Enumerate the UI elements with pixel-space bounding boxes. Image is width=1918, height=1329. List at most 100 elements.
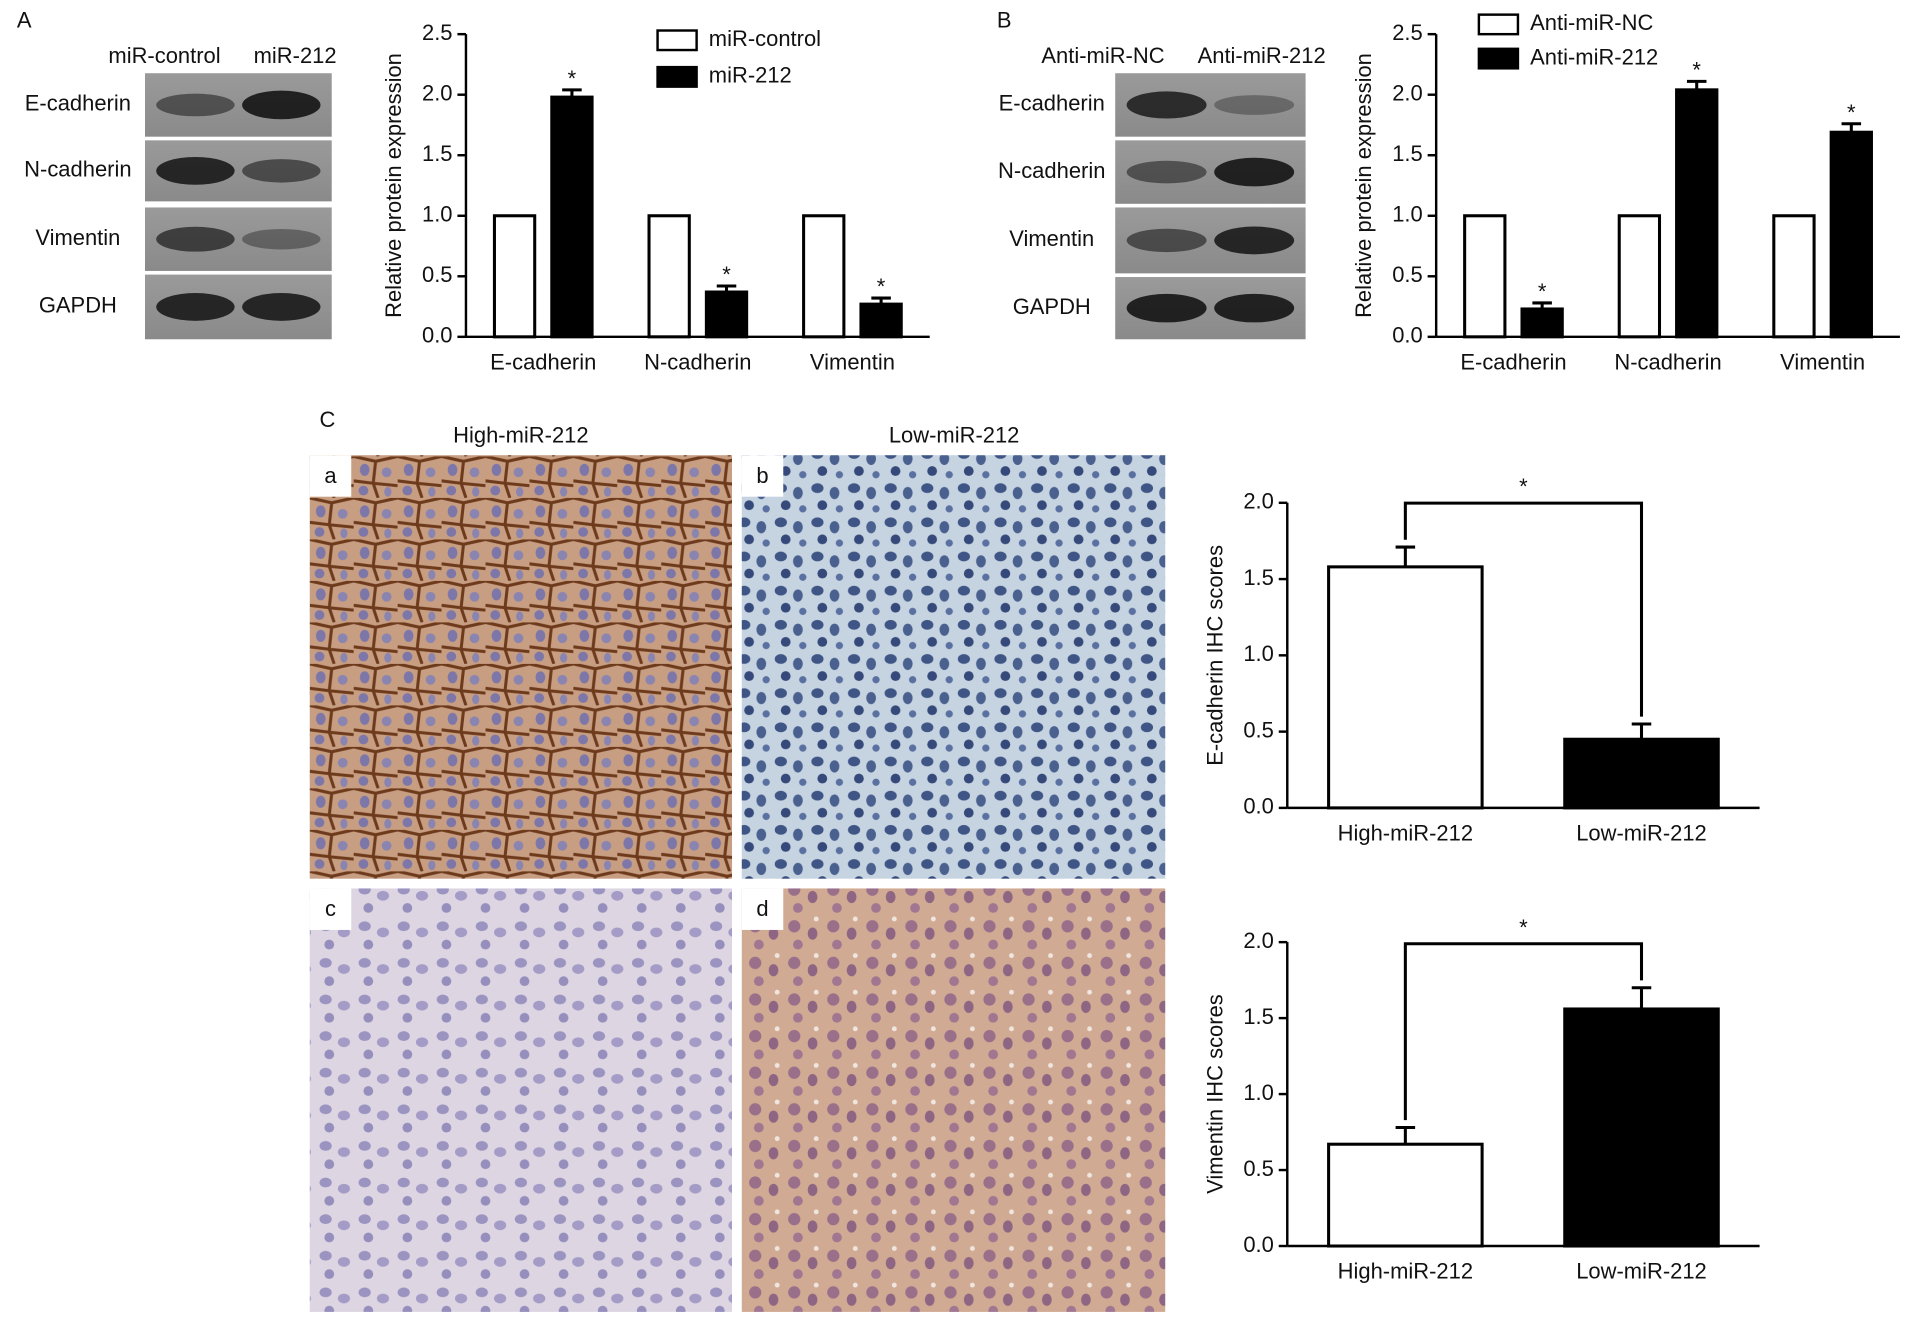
- significance-marker: *: [722, 262, 731, 287]
- error-bar: [1631, 986, 1652, 1009]
- y-axis-label: E-cadherin IHC scores: [1202, 545, 1227, 766]
- significance-bracket: [1403, 501, 1644, 717]
- bar: [1772, 214, 1816, 339]
- significance-marker: *: [1519, 474, 1528, 499]
- blot-band: [242, 293, 321, 321]
- row-label: Vimentin: [35, 225, 120, 250]
- significance-marker: *: [1519, 915, 1528, 940]
- x-tick-label: Low-miR-212: [1576, 1259, 1707, 1284]
- error-bar: [1395, 1125, 1416, 1145]
- bar: [1520, 307, 1564, 339]
- y-axis-label: Relative protein expression: [1351, 53, 1376, 318]
- bar: [1327, 1142, 1484, 1248]
- ihc-image: [741, 888, 1166, 1312]
- error-bar: [871, 296, 891, 305]
- y-tick-label: 1.0: [1243, 1080, 1274, 1105]
- blot-band: [242, 228, 321, 250]
- y-tick-label: 0.5: [422, 262, 453, 287]
- legend-swatch: [656, 65, 698, 88]
- error-bar: [1532, 301, 1552, 309]
- error-bar: [1841, 122, 1862, 133]
- bar: [859, 302, 903, 339]
- x-tick-label: E-cadherin: [490, 349, 596, 374]
- column-label: High-miR-212: [453, 423, 588, 448]
- blot-band: [156, 156, 235, 185]
- blot-band: [1214, 95, 1295, 115]
- y-tick-label: 0.5: [1243, 1156, 1274, 1181]
- ihc-image: [309, 455, 733, 879]
- y-tick-label: 0.5: [1243, 717, 1274, 742]
- legend-swatch: [656, 29, 698, 52]
- bar: [1563, 737, 1720, 810]
- blot-band: [156, 93, 235, 117]
- x-tick-label: N-cadherin: [644, 349, 751, 374]
- image-tag: a: [324, 463, 337, 488]
- row-label: N-cadherin: [24, 157, 131, 182]
- x-tick-label: N-cadherin: [1614, 349, 1721, 374]
- y-tick-label: 1.5: [422, 141, 453, 166]
- legend-label: Anti-miR-NC: [1530, 10, 1653, 35]
- y-tick-label: 2.5: [422, 20, 453, 45]
- error-bar: [1395, 545, 1416, 567]
- bar: [1617, 214, 1662, 339]
- lane-label: Anti-miR-NC: [1041, 43, 1164, 68]
- chart: 0.0 0.5 1.0 1.5 2.0 2.5 Relative protein expre…: [381, 20, 930, 374]
- chart: 0.0 0.5 1.0 1.5 2.0 Vimentin IHC scores High-m…: [1202, 915, 1760, 1284]
- ihc-image: [741, 455, 1166, 879]
- blot-band: [1126, 293, 1207, 323]
- significance-marker: *: [1538, 279, 1547, 304]
- bar: [1563, 1007, 1720, 1248]
- blot-band: [1214, 293, 1295, 323]
- x-tick-label: Vimentin: [1780, 349, 1865, 374]
- bar: [704, 290, 749, 339]
- blot-band: [242, 90, 321, 120]
- bar: [1675, 88, 1719, 339]
- y-axis-label: Vimentin IHC scores: [1202, 994, 1227, 1194]
- y-tick-label: 2.0: [1392, 80, 1423, 105]
- row-label: GAPDH: [39, 293, 117, 318]
- x-tick-label: High-miR-212: [1338, 821, 1473, 846]
- blot-band: [1214, 226, 1295, 255]
- y-tick-label: 0.0: [422, 323, 453, 348]
- blot-band: [242, 159, 321, 183]
- blot-band: [1126, 228, 1207, 253]
- lane-label: miR-212: [254, 43, 337, 68]
- y-tick-label: 2.0: [1243, 489, 1274, 514]
- y-tick-label: 1.5: [1243, 565, 1274, 590]
- panel-label: B: [997, 8, 1012, 33]
- blot-band: [156, 226, 235, 252]
- y-tick-label: 0.0: [1243, 1232, 1274, 1257]
- row-label: E-cadherin: [25, 91, 131, 116]
- row-label: Vimentin: [1009, 226, 1094, 251]
- chart: 0.0 0.5 1.0 1.5 2.0 2.5 Relative protein expre…: [1351, 10, 1900, 374]
- legend-label: miR-212: [709, 63, 792, 88]
- y-tick-label: 1.0: [422, 202, 453, 227]
- image-tag-box: [741, 888, 784, 930]
- blot-band: [156, 293, 235, 321]
- bar: [492, 214, 537, 339]
- chart: 0.0 0.5 1.0 1.5 2.0 E-cadherin IHC scores High…: [1202, 474, 1760, 846]
- blot-band: [1126, 91, 1207, 119]
- y-tick-label: 2.5: [1392, 20, 1423, 45]
- bar: [1327, 565, 1484, 810]
- significance-marker: *: [1847, 100, 1856, 125]
- y-tick-label: 2.0: [422, 80, 453, 105]
- y-tick-label: 1.5: [1243, 1004, 1274, 1029]
- ihc-image: [309, 888, 733, 1312]
- panel-label: C: [320, 407, 336, 432]
- legend-swatch: [1477, 47, 1520, 70]
- legend-label: Anti-miR-212: [1530, 44, 1658, 69]
- significance-marker: *: [877, 274, 886, 299]
- error-bar: [562, 88, 582, 98]
- image-tag: c: [325, 896, 336, 921]
- significance-bracket: [1403, 942, 1644, 1121]
- y-tick-label: 2.0: [1243, 928, 1274, 953]
- y-tick-label: 1.0: [1243, 641, 1274, 666]
- y-tick-label: 0.5: [1392, 262, 1423, 287]
- row-label: E-cadherin: [999, 91, 1105, 116]
- x-tick-label: High-miR-212: [1338, 1259, 1473, 1284]
- image-tag-box: [741, 455, 784, 497]
- error-bar: [1631, 722, 1652, 740]
